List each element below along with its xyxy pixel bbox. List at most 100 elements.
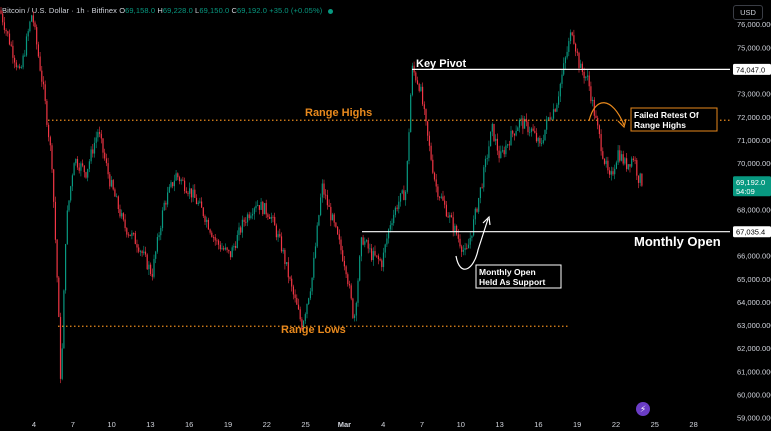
candle-body xyxy=(197,202,199,205)
candle-body xyxy=(483,167,485,188)
candle-body xyxy=(260,201,262,210)
candle-body xyxy=(0,10,2,14)
candle-body xyxy=(299,309,301,320)
candle-body xyxy=(221,248,223,250)
candle-body xyxy=(394,207,396,215)
candle-body xyxy=(265,203,267,215)
candle-body xyxy=(561,74,563,84)
symbol-label[interactable]: Bitcoin / U.S. Dollar · 1h · Bitfinex xyxy=(2,6,117,15)
candle-body xyxy=(92,149,94,154)
candle-body xyxy=(238,227,240,236)
candle-body xyxy=(566,51,568,58)
candle-body xyxy=(631,158,633,167)
low-value: 69,150.0 xyxy=(199,6,230,15)
candle-body xyxy=(163,202,165,211)
candle-body xyxy=(122,213,124,220)
candle-body xyxy=(42,81,45,85)
candle-body xyxy=(180,179,182,182)
x-tick-label: 13 xyxy=(146,420,154,429)
high-label: H xyxy=(157,6,163,15)
price-label-tag xyxy=(733,63,771,75)
candle-body xyxy=(376,255,378,257)
candle-body xyxy=(178,177,181,182)
candle-body xyxy=(374,251,376,256)
candle-body xyxy=(44,84,46,101)
candle-body xyxy=(634,160,636,161)
candle-body xyxy=(340,239,342,251)
x-tick-label: 22 xyxy=(263,420,271,429)
candle-body xyxy=(88,161,90,169)
candle-body xyxy=(61,348,63,379)
y-tick-label: 70,000.000 xyxy=(737,159,771,168)
candle-body xyxy=(127,234,130,236)
candle-body xyxy=(495,138,497,141)
candle-body xyxy=(58,277,60,317)
candle-body xyxy=(17,66,19,68)
candle-body xyxy=(48,124,50,138)
x-tick-label: 4 xyxy=(32,420,36,429)
candle-body xyxy=(428,135,430,146)
candle-body xyxy=(326,195,328,206)
candle-body xyxy=(518,119,521,128)
candle-body xyxy=(355,302,357,316)
candle-body xyxy=(609,170,611,175)
candle-body xyxy=(59,316,62,379)
candle-body xyxy=(527,121,529,133)
x-tick-label: 4 xyxy=(381,420,385,429)
candle-body xyxy=(348,284,351,286)
held-support-line-1: Monthly Open xyxy=(479,267,536,277)
candle-body xyxy=(575,43,577,52)
candle-body xyxy=(223,248,225,250)
candle-body xyxy=(263,203,266,215)
candle-body xyxy=(31,15,33,22)
candle-body xyxy=(510,130,512,146)
candle-body xyxy=(364,241,366,245)
candle-body xyxy=(534,130,536,133)
candle-body xyxy=(369,248,371,250)
candle-body xyxy=(216,240,218,242)
candle-body xyxy=(498,150,500,159)
candle-body xyxy=(214,237,216,241)
candle-body xyxy=(175,173,177,181)
candle-body xyxy=(226,247,228,250)
tradingview-logo-icon[interactable]: ⚡ xyxy=(636,402,650,416)
price-label-tag xyxy=(733,176,771,197)
time-axis[interactable]: 4 7 10 13 16 19 22 25 Mar 4 7 10 13 16 19 22 25 28 xyxy=(32,420,698,429)
candle-body xyxy=(20,67,22,69)
candle-body xyxy=(452,217,454,232)
candle-body xyxy=(29,21,31,32)
candle-body xyxy=(386,238,388,245)
candle-body xyxy=(112,180,114,190)
candle-body xyxy=(172,182,174,187)
candle-body xyxy=(229,251,232,258)
candle-body xyxy=(56,239,58,278)
candle-body xyxy=(549,117,551,120)
candle-body xyxy=(362,237,364,245)
currency-button[interactable]: USD xyxy=(733,5,763,20)
candle-body xyxy=(206,219,208,222)
x-tick-label: 10 xyxy=(457,420,465,429)
candle-body xyxy=(342,250,344,261)
candle-body xyxy=(184,180,186,191)
candle-body xyxy=(445,204,447,217)
candle-body xyxy=(243,219,245,222)
candle-body xyxy=(22,55,24,68)
candle-body xyxy=(194,189,196,198)
candle-body xyxy=(415,72,417,81)
candle-body xyxy=(202,207,204,217)
candle-body xyxy=(365,240,368,242)
candle-body xyxy=(143,251,145,254)
x-tick-label: 25 xyxy=(301,420,309,429)
candle-body xyxy=(277,234,279,238)
candle-body xyxy=(333,214,335,223)
candle-body xyxy=(449,215,451,218)
y-tick-label: 68,000.000 xyxy=(737,205,771,214)
candle-body xyxy=(95,137,97,143)
price-axis[interactable]: 59,000.000 60,000.000 61,000.000 62,000.000… xyxy=(733,20,771,423)
open-label: O xyxy=(119,6,126,15)
candle-body xyxy=(464,248,466,250)
candle-body xyxy=(204,216,206,222)
candle-body xyxy=(422,86,424,105)
candle-body xyxy=(537,138,539,142)
